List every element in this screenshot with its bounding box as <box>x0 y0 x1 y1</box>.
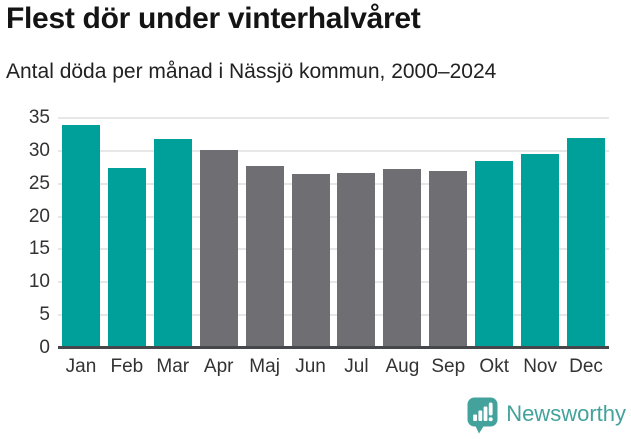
bar-maj <box>245 165 284 348</box>
y-tick-label-10: 10 <box>28 271 50 293</box>
y-tick-label-35: 35 <box>28 107 50 128</box>
bar-jan <box>61 125 100 348</box>
bar-dec <box>567 137 606 348</box>
y-tick-label-20: 20 <box>28 205 50 227</box>
brand-name: Newsworthy <box>506 400 626 426</box>
bar-okt <box>475 160 514 348</box>
gridline-35 <box>58 117 609 119</box>
chart-title: Flest dör under vinterhalvåret <box>6 2 421 35</box>
x-tick-label-mar: Mar <box>156 356 190 377</box>
x-tick-label-maj: Maj <box>249 356 280 377</box>
bar-nov <box>521 153 560 348</box>
x-axis-line <box>58 346 609 349</box>
x-tick-label-feb: Feb <box>110 356 144 377</box>
x-axis: Jan Feb Mar Apr Maj Jun Jul Aug Sep Okt Nov Dec <box>58 356 609 382</box>
y-tick-label-25: 25 <box>28 172 50 194</box>
bar-sep <box>429 170 468 348</box>
gridline-25 <box>58 182 609 185</box>
bar-aug <box>383 169 422 348</box>
x-tick-label-apr: Apr <box>203 356 234 377</box>
y-tick-label-0: 0 <box>39 337 50 358</box>
gridline-15 <box>58 248 609 251</box>
bar-apr <box>199 149 238 348</box>
y-tick-label-5: 5 <box>39 304 50 326</box>
chart-subtitle: Antal döda per månad i Nässjö kommun, 20… <box>6 60 497 83</box>
bar-jun <box>291 173 330 348</box>
plot-area <box>58 117 609 349</box>
x-tick-label-nov: Nov <box>523 356 557 377</box>
bar-jul <box>337 173 376 348</box>
bar-feb <box>107 167 146 348</box>
newsworthy-logo-icon <box>467 396 498 434</box>
brand-footer: Newsworthy <box>467 396 626 434</box>
gridline-20 <box>58 215 609 218</box>
bar-mar <box>153 139 192 348</box>
gridline-10 <box>58 281 609 284</box>
gridline-30 <box>58 149 609 152</box>
y-axis: 0 5 10 15 20 25 30 35 <box>0 107 50 358</box>
x-tick-label-jan: Jan <box>65 356 97 377</box>
y-tick-label-15: 15 <box>28 238 50 260</box>
y-tick-label-30: 30 <box>28 139 50 161</box>
x-tick-label-okt: Okt <box>479 356 509 377</box>
x-tick-label-aug: Aug <box>385 356 420 377</box>
x-tick-label-jun: Jun <box>295 356 326 377</box>
x-tick-label-sep: Sep <box>431 356 466 377</box>
gridline-5 <box>58 314 609 317</box>
x-tick-label-dec: Dec <box>569 356 603 377</box>
x-tick-label-jul: Jul <box>344 356 369 377</box>
